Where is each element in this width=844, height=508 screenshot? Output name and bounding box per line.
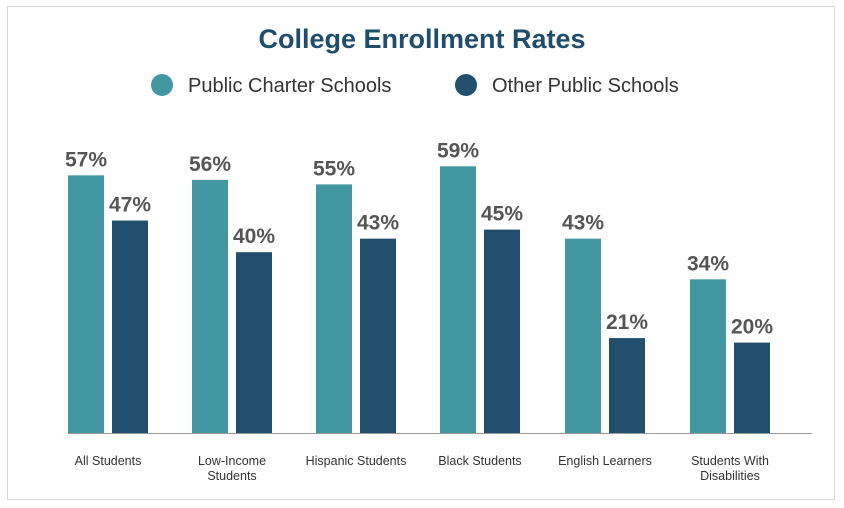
bar-1-5 (565, 238, 601, 433)
value-label-1-6: 34% (687, 252, 729, 275)
value-label-2-1: 47% (109, 194, 151, 217)
category-label-4: Black Students (438, 454, 521, 468)
bar-2-5 (609, 338, 645, 433)
legend-label-2: Other Public Schools (492, 75, 679, 97)
value-label-1-3: 55% (313, 157, 355, 180)
bar-1-3 (316, 184, 352, 433)
category-label-6-line-1: Students With (691, 454, 769, 468)
value-label-2-3: 43% (357, 212, 399, 235)
bar-2-2 (236, 252, 272, 433)
value-label-2-5: 21% (606, 311, 648, 334)
chart-title: College Enrollment Rates (258, 24, 585, 54)
category-label-3: Hispanic Students (306, 454, 407, 468)
bar-1-2 (192, 179, 228, 433)
bar-2-3 (360, 238, 396, 433)
value-label-1-5: 43% (562, 212, 604, 235)
bar-2-1 (112, 220, 148, 433)
category-label-2-line-1: Low-Income (198, 454, 266, 468)
legend-swatch-2 (455, 74, 477, 96)
category-label-2-line-2: Students (207, 469, 256, 483)
legend-label-1: Public Charter Schools (188, 75, 391, 97)
category-label-1: All Students (75, 454, 142, 468)
bar-2-6 (734, 342, 770, 433)
value-label-2-4: 45% (481, 203, 523, 226)
category-label-6-line-2: Disabilities (700, 469, 760, 483)
value-label-1-1: 57% (65, 148, 107, 171)
bar-1-4 (440, 166, 476, 433)
value-label-2-2: 40% (233, 225, 275, 248)
category-label-5: English Learners (558, 454, 652, 468)
legend-swatch-1 (151, 74, 173, 96)
bar-2-4 (484, 229, 520, 433)
bar-1-1 (68, 175, 104, 434)
value-label-1-4: 59% (437, 139, 479, 162)
bar-1-6 (690, 279, 726, 433)
value-label-1-2: 56% (189, 153, 231, 176)
value-label-2-6: 20% (731, 316, 773, 339)
